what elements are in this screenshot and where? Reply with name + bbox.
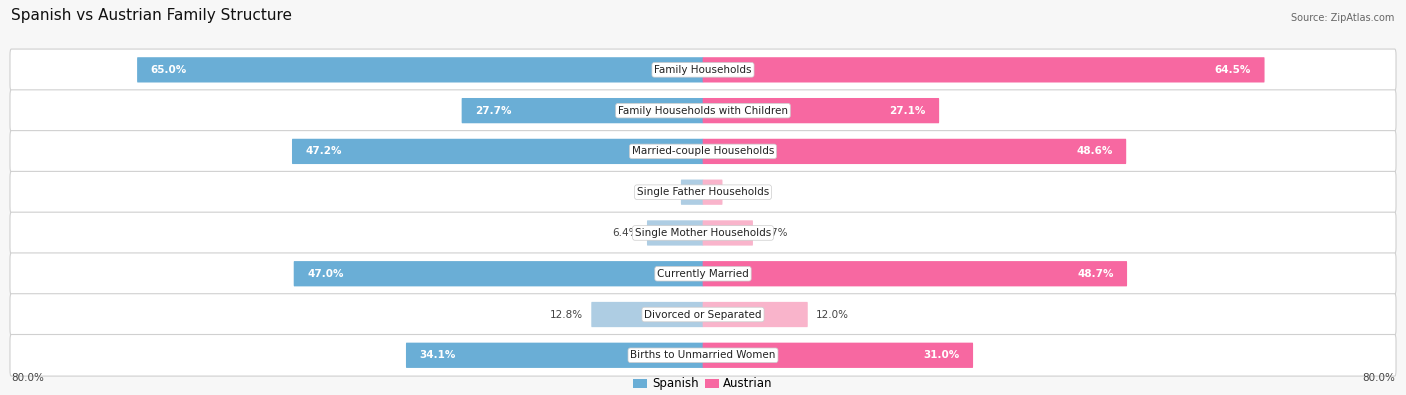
Text: Spanish vs Austrian Family Structure: Spanish vs Austrian Family Structure bbox=[11, 8, 292, 23]
Text: 5.7%: 5.7% bbox=[761, 228, 787, 238]
Text: 64.5%: 64.5% bbox=[1215, 65, 1251, 75]
Text: Births to Unmarried Women: Births to Unmarried Women bbox=[630, 350, 776, 360]
Text: Family Households: Family Households bbox=[654, 65, 752, 75]
FancyBboxPatch shape bbox=[703, 220, 754, 246]
FancyBboxPatch shape bbox=[703, 342, 973, 368]
Text: 2.2%: 2.2% bbox=[731, 187, 758, 197]
FancyBboxPatch shape bbox=[10, 253, 1396, 295]
FancyBboxPatch shape bbox=[406, 342, 703, 368]
FancyBboxPatch shape bbox=[647, 220, 703, 246]
FancyBboxPatch shape bbox=[703, 98, 939, 123]
FancyBboxPatch shape bbox=[10, 335, 1396, 376]
Text: Single Father Households: Single Father Households bbox=[637, 187, 769, 197]
FancyBboxPatch shape bbox=[10, 90, 1396, 132]
Text: 65.0%: 65.0% bbox=[150, 65, 187, 75]
Text: Married-couple Households: Married-couple Households bbox=[631, 147, 775, 156]
Text: Divorced or Separated: Divorced or Separated bbox=[644, 310, 762, 320]
Text: 48.6%: 48.6% bbox=[1077, 147, 1112, 156]
Text: 80.0%: 80.0% bbox=[11, 373, 44, 383]
Text: 27.1%: 27.1% bbox=[890, 105, 925, 116]
FancyBboxPatch shape bbox=[292, 139, 703, 164]
FancyBboxPatch shape bbox=[681, 180, 703, 205]
Text: 47.0%: 47.0% bbox=[307, 269, 343, 279]
Text: 12.0%: 12.0% bbox=[815, 310, 849, 320]
Text: 12.8%: 12.8% bbox=[550, 310, 583, 320]
FancyBboxPatch shape bbox=[10, 131, 1396, 172]
Text: 80.0%: 80.0% bbox=[1362, 373, 1395, 383]
Text: Currently Married: Currently Married bbox=[657, 269, 749, 279]
FancyBboxPatch shape bbox=[138, 57, 703, 83]
FancyBboxPatch shape bbox=[294, 261, 703, 286]
FancyBboxPatch shape bbox=[703, 57, 1264, 83]
Text: Single Mother Households: Single Mother Households bbox=[636, 228, 770, 238]
Text: 27.7%: 27.7% bbox=[475, 105, 512, 116]
Text: 48.7%: 48.7% bbox=[1077, 269, 1114, 279]
FancyBboxPatch shape bbox=[703, 139, 1126, 164]
Text: 47.2%: 47.2% bbox=[305, 147, 342, 156]
Text: 31.0%: 31.0% bbox=[924, 350, 960, 360]
Text: 6.4%: 6.4% bbox=[612, 228, 638, 238]
Text: Source: ZipAtlas.com: Source: ZipAtlas.com bbox=[1291, 13, 1395, 23]
Legend: Spanish, Austrian: Spanish, Austrian bbox=[633, 378, 773, 391]
Text: Family Households with Children: Family Households with Children bbox=[619, 105, 787, 116]
FancyBboxPatch shape bbox=[10, 171, 1396, 213]
FancyBboxPatch shape bbox=[461, 98, 703, 123]
FancyBboxPatch shape bbox=[703, 261, 1128, 286]
Text: 2.5%: 2.5% bbox=[645, 187, 672, 197]
FancyBboxPatch shape bbox=[703, 180, 723, 205]
FancyBboxPatch shape bbox=[592, 302, 703, 327]
FancyBboxPatch shape bbox=[703, 302, 808, 327]
FancyBboxPatch shape bbox=[10, 294, 1396, 335]
FancyBboxPatch shape bbox=[10, 49, 1396, 90]
FancyBboxPatch shape bbox=[10, 212, 1396, 254]
Text: 34.1%: 34.1% bbox=[419, 350, 456, 360]
